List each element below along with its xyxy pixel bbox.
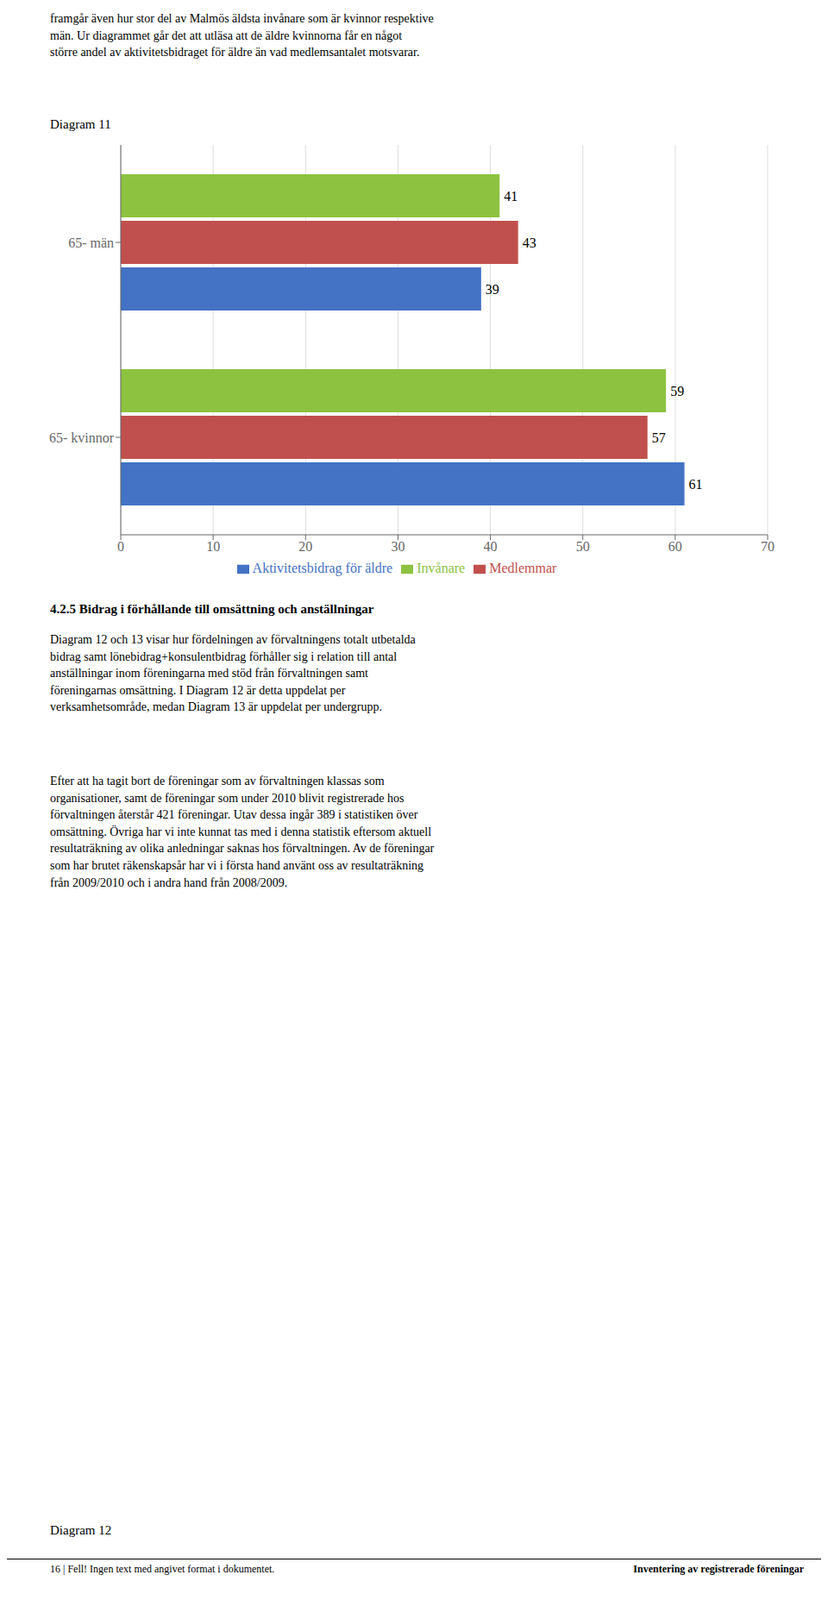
svg-text:40: 40: [483, 539, 498, 554]
html-text:Diagram 12: Diagram 12: [50, 1523, 112, 1537]
svg-text:60: 60: [668, 539, 683, 554]
svg-text:50: 50: [576, 539, 590, 554]
svg-text:59: 59: [670, 383, 684, 399]
html-text:16 | Fell! Ingen text med angi: 16 | Fell! Ingen text med angivet format…: [50, 1562, 275, 1575]
html-text:Inventering av registrerade fö: Inventering av registrerade föreningar: [633, 1562, 804, 1575]
html-text:Invånare: Invånare: [416, 560, 466, 576]
html-text:framgår även hur stor del av M: framgår även hur stor del av Malmös älds…: [50, 12, 434, 59]
svg-text:10: 10: [206, 539, 220, 554]
svg-text:65- män: 65- män: [68, 235, 114, 251]
html-text:Efter att ha tagit bort de för: Efter att ha tagit bort de föreningar so…: [50, 774, 435, 889]
html-text:Diagram 12 och 13 visar hur fö: Diagram 12 och 13 visar hur fördelningen…: [50, 633, 416, 714]
svg-text:39: 39: [485, 282, 500, 297]
html-text:Diagram 11: Diagram 11: [50, 117, 112, 132]
html-text:Medlemmar: Medlemmar: [489, 560, 557, 576]
svg-text:65- kvinnor: 65- kvinnor: [49, 430, 115, 446]
html-text:Aktivitetsbidrag för äldre: Aktivitetsbidrag för äldre: [252, 560, 393, 576]
svg-text:30: 30: [390, 539, 405, 554]
svg-text:70: 70: [760, 539, 775, 554]
svg-text:43: 43: [522, 235, 537, 251]
svg-text:0: 0: [117, 539, 125, 554]
svg-text:57: 57: [652, 430, 666, 446]
html-text:4.2.5 Bidrag i förhållande til: 4.2.5 Bidrag i förhållande till omsättni…: [50, 602, 374, 616]
svg-text:61: 61: [689, 476, 703, 492]
svg-text:20: 20: [298, 539, 313, 554]
svg-text:41: 41: [503, 188, 518, 204]
